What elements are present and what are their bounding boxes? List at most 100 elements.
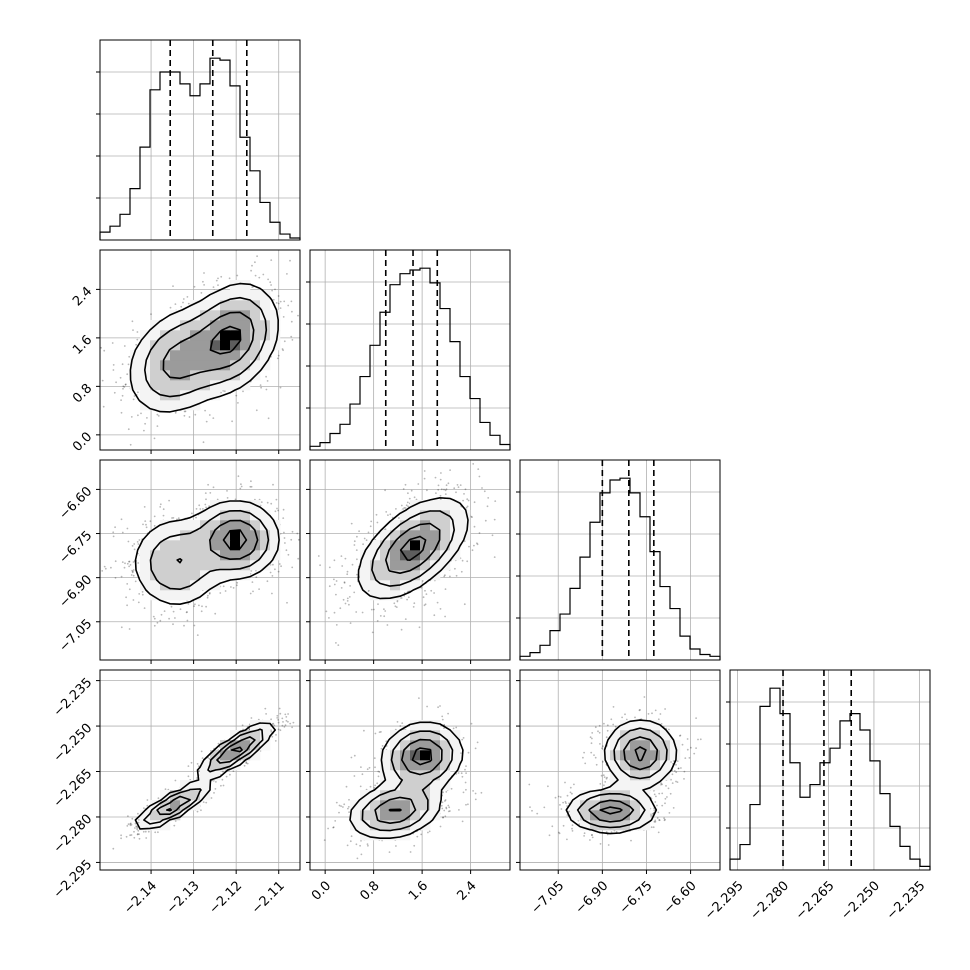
sample-point	[236, 581, 239, 584]
sample-point	[461, 559, 464, 562]
sample-point	[240, 485, 243, 488]
sample-point	[250, 480, 252, 483]
density-cell	[210, 530, 221, 541]
sample-point	[358, 530, 360, 533]
density-cell	[250, 340, 261, 351]
density-cell	[410, 580, 421, 591]
sample-point	[205, 605, 208, 608]
density-cell	[170, 390, 181, 401]
density-cell	[140, 350, 151, 361]
sample-point	[131, 320, 134, 323]
density-cell	[140, 810, 151, 821]
density-cell	[420, 560, 431, 571]
sample-point	[130, 574, 133, 576]
sample-point	[265, 713, 267, 715]
sample-point	[128, 355, 131, 358]
density-cell	[390, 550, 401, 561]
density-cell	[440, 500, 451, 511]
sample-point	[275, 734, 277, 736]
sample-point	[144, 830, 147, 833]
sample-point	[133, 395, 136, 397]
sample-point	[250, 570, 253, 572]
density-cell	[180, 800, 191, 811]
sample-point	[447, 482, 450, 485]
sample-point	[494, 500, 497, 502]
density-cell	[180, 550, 191, 561]
sample-point	[262, 273, 265, 276]
contour-lines	[134, 722, 276, 830]
sample-point	[128, 565, 131, 568]
density-cell	[230, 320, 241, 331]
panel-content	[323, 697, 483, 860]
sample-point	[193, 624, 196, 627]
sample-point	[208, 505, 211, 507]
sample-point	[395, 606, 398, 608]
sample-point	[348, 603, 350, 606]
density-cell	[390, 560, 401, 571]
density-cell	[210, 510, 221, 521]
sample-point	[279, 300, 282, 303]
sample-point	[349, 622, 352, 624]
density-cell	[430, 550, 441, 561]
sample-point	[169, 306, 172, 309]
sample-point	[258, 588, 260, 590]
sample-point	[436, 601, 439, 604]
sample-point	[214, 788, 217, 790]
sample-point	[279, 712, 282, 715]
sample-point	[212, 417, 215, 419]
density-cells	[140, 720, 271, 831]
sample-point	[287, 713, 289, 715]
sample-point	[270, 729, 272, 731]
sample-point	[277, 570, 280, 573]
sample-point	[230, 586, 232, 588]
panel-frame	[729, 669, 931, 871]
sample-point	[270, 284, 272, 286]
density-cell	[410, 560, 421, 571]
sample-point	[224, 590, 227, 592]
sample-point	[274, 568, 276, 571]
sample-point	[462, 791, 465, 794]
sample-point	[187, 775, 190, 778]
density-cell	[420, 570, 431, 581]
density-cell	[230, 350, 241, 361]
density-cell	[400, 550, 411, 561]
sample-point	[119, 376, 122, 379]
sample-point	[350, 756, 353, 759]
sample-point	[128, 628, 131, 630]
sample-point	[121, 363, 124, 366]
sample-point	[131, 817, 134, 820]
sample-point	[186, 296, 189, 298]
sample-point	[440, 472, 442, 474]
sample-point	[147, 830, 150, 833]
density-cell	[220, 740, 231, 751]
sample-point	[202, 441, 205, 444]
sample-point	[404, 618, 407, 620]
sample-point	[341, 565, 344, 567]
density-cell	[430, 510, 441, 521]
sample-point	[471, 516, 473, 518]
sample-point	[267, 417, 270, 420]
density-cell	[190, 370, 201, 381]
sample-point	[442, 816, 444, 819]
density-cell	[220, 330, 231, 341]
contour-level-2	[176, 519, 259, 564]
density-cell	[180, 590, 191, 601]
density-cell	[380, 540, 391, 551]
density-cell	[250, 330, 261, 341]
sample-point	[404, 507, 407, 509]
sample-point	[415, 498, 418, 501]
sample-point	[127, 363, 130, 366]
density-cell	[400, 530, 411, 541]
sample-point	[449, 469, 451, 471]
sample-point	[377, 770, 380, 773]
density-cell	[140, 380, 151, 391]
histogram-step-line	[519, 477, 721, 660]
sample-point	[385, 740, 388, 743]
sample-point	[437, 488, 440, 491]
density-cell	[240, 320, 251, 331]
density-cell	[250, 560, 261, 571]
sample-point	[340, 587, 343, 589]
sample-point	[345, 785, 348, 788]
sample-point	[478, 532, 481, 534]
sample-point	[172, 610, 175, 613]
